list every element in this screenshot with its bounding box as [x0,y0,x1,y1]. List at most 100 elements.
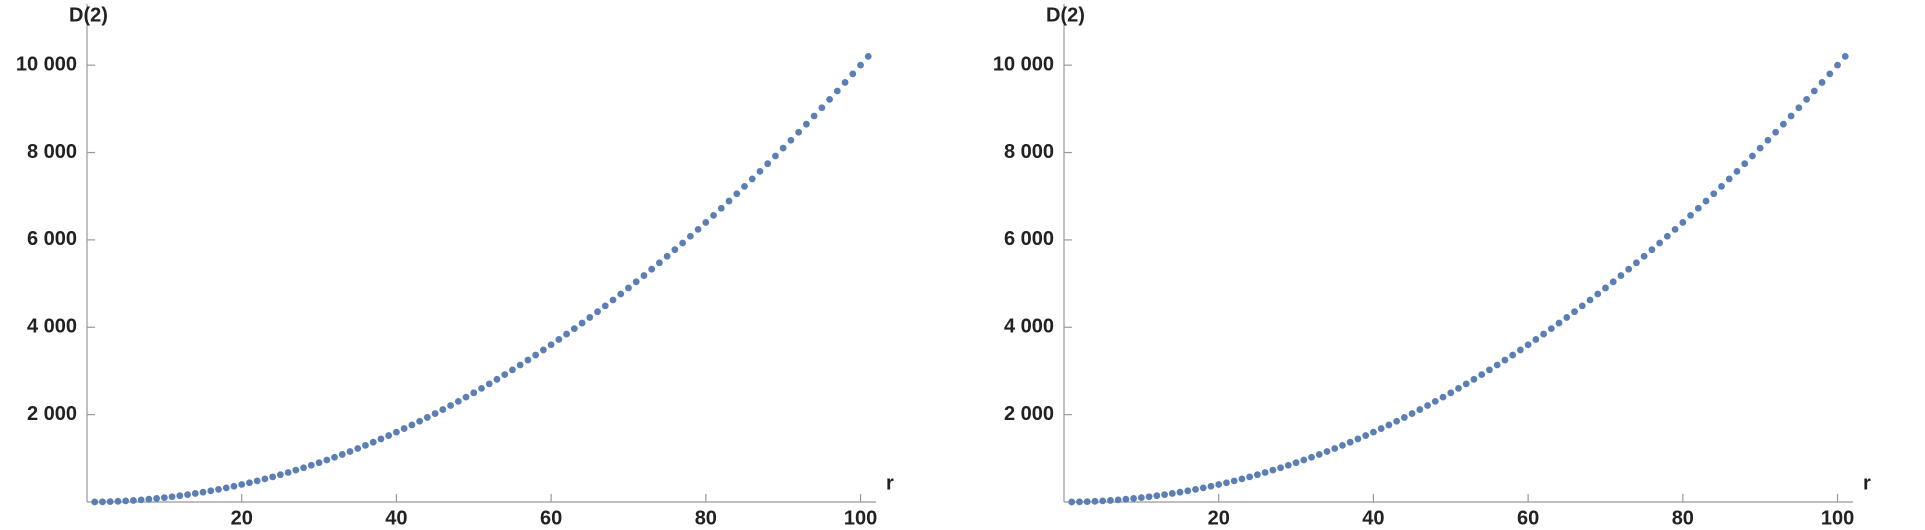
point [1400,414,1408,421]
point [199,488,207,496]
point [1145,493,1153,501]
point [1718,182,1725,190]
point [1339,441,1346,449]
point [1308,453,1315,461]
point [454,397,462,405]
point [1277,464,1284,472]
point [354,445,362,452]
point [1772,128,1780,136]
point [1602,284,1609,292]
point [609,296,617,304]
point [601,302,609,310]
point [694,225,702,233]
point [702,219,710,226]
point [1687,211,1694,219]
point [1648,246,1656,254]
point [114,497,122,505]
point [1192,485,1199,493]
point [315,459,323,467]
y-axis-label: D(2) [69,4,108,26]
x-tick-label: 60 [540,507,562,529]
point [300,464,307,472]
point [130,497,137,504]
point [1586,296,1594,304]
point [145,495,153,503]
point [153,495,161,502]
point [717,204,725,212]
point [779,144,787,152]
point [1076,498,1083,506]
point [423,414,431,421]
point [137,496,145,504]
point [1679,219,1687,226]
point [756,167,764,175]
point [377,435,385,443]
point [1323,448,1331,455]
point [1663,232,1671,240]
point [331,453,338,461]
point [1408,410,1416,417]
x-tick-label: 80 [695,507,717,529]
point [1455,384,1462,392]
point [1091,497,1099,505]
point [1184,487,1192,495]
y-tick-label: 4 000 [1004,316,1054,338]
point [408,421,416,429]
y-tick-label: 4 000 [27,316,77,338]
point [563,330,570,338]
point [1571,308,1578,316]
point [1779,120,1787,128]
point [516,361,524,369]
point [1756,144,1764,152]
point [772,152,779,160]
point [617,290,625,298]
point [1207,482,1215,490]
point [1114,496,1122,504]
point [764,160,772,168]
point [833,87,841,95]
point [625,284,632,292]
point [710,211,717,219]
point [122,497,130,505]
point [1671,225,1679,233]
x-tick-label: 100 [1821,507,1854,529]
point [857,61,864,69]
point [1555,319,1563,327]
point [1749,152,1756,160]
point [1385,421,1393,429]
point [1431,397,1439,405]
point [1331,445,1339,452]
point [1787,112,1795,120]
point [501,371,509,379]
point [1253,471,1261,479]
point [1834,61,1841,69]
point [184,491,191,499]
point [1261,469,1269,476]
point [1702,197,1710,205]
point [810,112,818,120]
point [802,120,810,128]
point [431,410,439,417]
point [400,425,408,432]
point [1470,375,1478,383]
point [176,492,184,500]
point [1107,497,1114,504]
point [470,389,478,397]
x-axis-label: r [1863,472,1871,494]
point [787,136,795,144]
point [1161,491,1168,499]
point [1447,389,1455,397]
point [1439,393,1447,401]
point [338,451,346,458]
point [1656,239,1664,247]
point [230,482,238,490]
point [1377,425,1385,432]
point [671,246,679,254]
point [648,265,656,273]
x-tick-label: 40 [1362,507,1384,529]
point [1625,265,1633,273]
point [261,475,269,483]
point [1246,473,1254,481]
point [1315,451,1323,458]
x-tick-label: 80 [1672,507,1694,529]
